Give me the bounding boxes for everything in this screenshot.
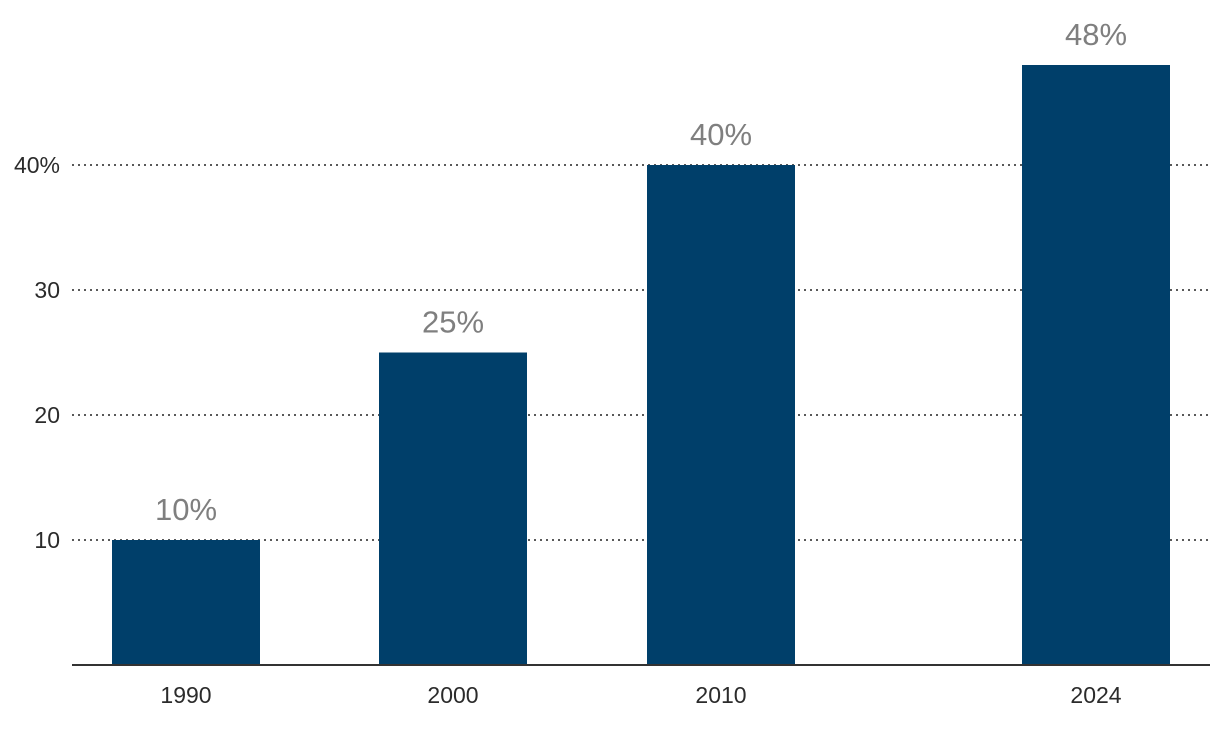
y-tick-label: 40% — [14, 152, 60, 178]
data-label: 48% — [1065, 17, 1127, 52]
x-tick-label: 2000 — [427, 682, 478, 708]
y-tick-label: 10 — [34, 527, 60, 553]
x-axis-tick-labels: 1990 2000 2010 2024 — [160, 682, 1121, 708]
x-tick-label: 1990 — [160, 682, 211, 708]
data-label: 10% — [155, 492, 217, 527]
bar-data-labels: 10% 25% 40% 48% — [155, 17, 1127, 527]
y-tick-label: 20 — [34, 402, 60, 428]
bar-2024 — [1022, 65, 1170, 665]
data-label: 25% — [422, 305, 484, 340]
y-tick-label: 30 — [34, 277, 60, 303]
bars — [112, 65, 1170, 665]
x-tick-label: 2024 — [1070, 682, 1121, 708]
gridlines — [72, 164, 1210, 541]
data-label: 40% — [690, 117, 752, 152]
y-axis-tick-labels: 10 20 30 40% — [14, 152, 60, 553]
x-tick-label: 2010 — [695, 682, 746, 708]
bar-2010 — [647, 165, 795, 665]
bar-1990 — [112, 540, 260, 665]
bar-2000 — [379, 352, 527, 665]
